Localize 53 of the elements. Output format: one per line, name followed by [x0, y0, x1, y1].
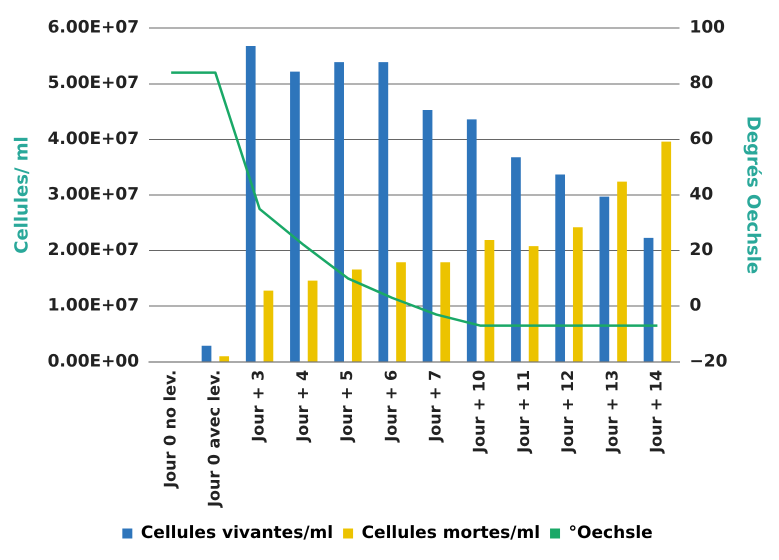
bar	[396, 262, 406, 362]
bar	[334, 62, 344, 362]
x-tick-label: Jour + 4	[292, 370, 312, 443]
bar	[572, 227, 583, 362]
y2-tick-label: 20	[690, 240, 714, 260]
y-tick-label: 4.00E+07	[48, 128, 140, 149]
y2-tick-label: 60	[690, 128, 714, 149]
x-tick-label: Jour + 7	[426, 370, 445, 443]
x-tick-label: Jour 0 no lev.	[160, 370, 180, 489]
legend-label: Cellules mortes/ml	[362, 522, 540, 543]
bar	[555, 174, 566, 362]
x-tick-label: Jour 0 avec lev.	[204, 370, 224, 508]
x-tick-label: Jour + 12	[558, 370, 578, 454]
x-tick-label: Jour + 14	[646, 370, 666, 454]
x-tick-label: Jour + 5	[337, 370, 356, 443]
legend-label: Cellules vivantes/ml	[140, 522, 334, 543]
bar	[528, 246, 538, 362]
bar	[599, 196, 610, 362]
x-tick-label: Jour + 11	[514, 370, 533, 454]
y2-tick-label: 40	[690, 184, 714, 204]
bar	[264, 290, 274, 362]
y-tick-label: 2.00E+07	[48, 240, 140, 260]
y2-tick-label: 0	[690, 296, 702, 316]
bar	[511, 157, 521, 362]
y2-tick-label: −20	[690, 351, 728, 372]
x-tick-label: Jour + 3	[248, 370, 268, 443]
x-tick-label: Jour + 13	[602, 370, 622, 454]
bar	[246, 46, 256, 362]
y-axis-title: Cellules/ ml	[11, 136, 32, 254]
y2-tick-label: 80	[690, 73, 714, 94]
bar	[202, 346, 212, 362]
legend-label: °Oechsle	[568, 522, 653, 543]
y2-tick-label: 100	[690, 18, 726, 38]
bar	[661, 142, 672, 362]
y2-axis-title: Degrés Oechsle	[742, 116, 764, 274]
y-tick-label: 0.00E+00	[48, 351, 140, 372]
bar	[378, 62, 388, 362]
y-tick-label: 1.00E+07	[48, 296, 140, 316]
y-tick-label: 5.00E+07	[48, 73, 140, 94]
bar	[440, 262, 450, 362]
x-tick-label: Jour + 6	[381, 370, 400, 443]
bar	[219, 356, 230, 362]
bar	[466, 119, 477, 362]
y-tick-label: 6.00E+07	[48, 18, 140, 38]
bar	[644, 238, 654, 362]
bar	[484, 240, 494, 362]
bar	[617, 182, 627, 362]
bar	[290, 72, 300, 362]
x-tick-label: Jour + 10	[470, 370, 489, 454]
bar	[352, 270, 362, 362]
bar	[308, 280, 318, 362]
bar	[422, 110, 432, 362]
y-tick-label: 3.00E+07	[48, 184, 140, 204]
